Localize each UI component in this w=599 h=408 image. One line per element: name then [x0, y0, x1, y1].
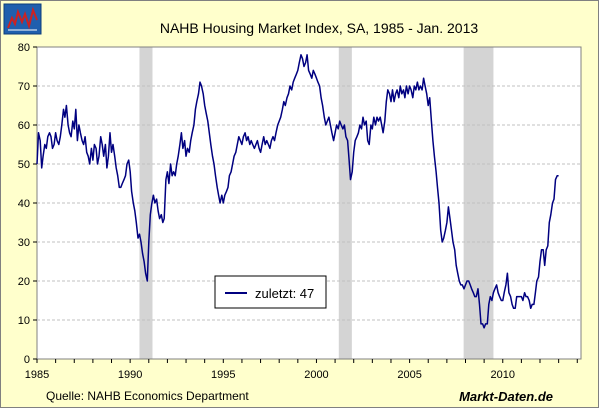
x-tick-label: 2005	[397, 369, 421, 381]
x-tick-label: 1990	[118, 369, 142, 381]
brand-label: Markt-Daten.de	[459, 389, 553, 404]
chart-title: NAHB Housing Market Index, SA, 1985 - Ja…	[160, 20, 478, 36]
x-axis: 1985 1990 1995 2000 2005 2010	[25, 359, 578, 381]
y-tick-label: 40	[18, 198, 30, 210]
y-tick-label: 80	[18, 42, 30, 54]
x-tick-label: 2010	[491, 369, 515, 381]
legend: zuletzt: 47	[214, 275, 327, 309]
series-line	[36, 54, 559, 329]
y-tick-label: 70	[18, 81, 30, 93]
x-tick-label: 1995	[211, 369, 235, 381]
legend-label: zuletzt: 47	[255, 286, 314, 301]
y-tick-label: 60	[18, 120, 30, 132]
y-tick-label: 10	[18, 315, 30, 327]
y-tick-label: 30	[18, 237, 30, 249]
y-axis: 0 10 20 30 40 50 60 70 80	[18, 42, 37, 366]
recession-band	[139, 47, 153, 359]
x-tick-label: 1985	[25, 369, 49, 381]
chart-logo-icon	[3, 3, 42, 35]
source-note: Quelle: NAHB Economics Department	[46, 389, 249, 403]
x-tick-label: 2000	[304, 369, 328, 381]
y-tick-label: 0	[24, 354, 30, 366]
y-tick-label: 20	[18, 276, 30, 288]
y-tick-label: 50	[18, 159, 30, 171]
